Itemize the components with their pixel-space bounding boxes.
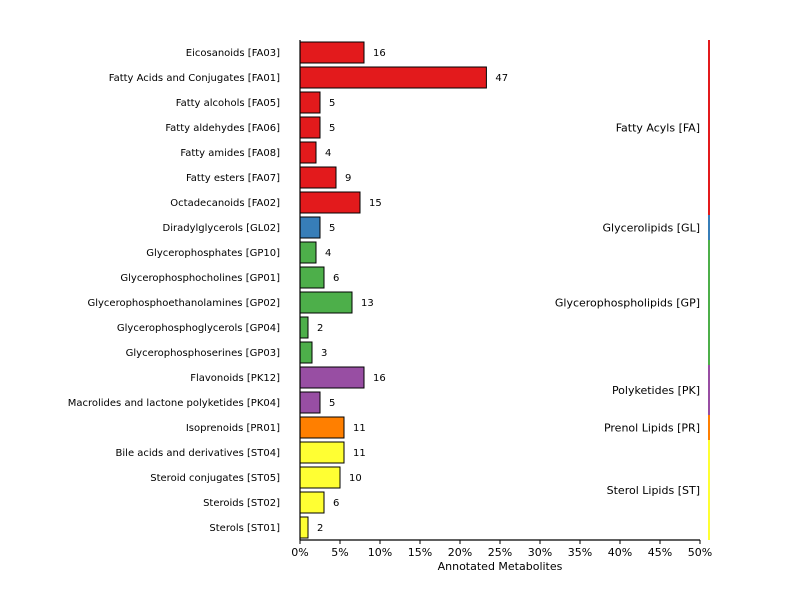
data-label: 5 [329,123,335,134]
data-label: 16 [373,48,386,59]
category-label: Fatty alcohols [FA05] [176,98,280,109]
bar [299,341,313,364]
data-label: 2 [317,523,323,534]
bars-layer [299,41,487,539]
group-brackets-layer: Fatty Acyls [FA] Glycerolipids [GL] Glycer… [555,40,710,540]
bar [299,391,321,414]
category-labels-layer: Eicosanoids [FA03] Fatty Acids and Conjug… [68,48,280,534]
group-label: Prenol Lipids [PR] [604,422,700,435]
category-label: Fatty aldehydes [FA06] [165,123,280,134]
data-label: 15 [369,198,382,209]
data-label: 6 [333,498,339,509]
group-label: Glycerolipids [GL] [602,222,700,235]
data-label: 4 [325,148,331,159]
category-label: Glycerophosphoserines [GP03] [126,348,280,359]
group-label: Polyketides [PK] [612,384,700,397]
data-label: 16 [373,373,386,384]
category-label: Fatty esters [FA07] [186,173,280,184]
category-label: Glycerophosphates [GP10] [146,248,280,259]
bar [299,41,365,64]
bar [299,116,321,139]
group-label: Fatty Acyls [FA] [616,122,700,135]
data-label: 3 [321,348,327,359]
group-label: Glycerophospholipids [GP] [555,297,700,310]
category-label: Glycerophosphoglycerols [GP04] [117,323,280,334]
data-label: 10 [349,473,362,484]
category-label: Fatty Acids and Conjugates [FA01] [109,73,280,84]
bar [299,466,341,489]
category-label: Octadecanoids [FA02] [170,198,280,209]
data-label: 5 [329,223,335,234]
data-label: 13 [361,298,374,309]
bar [299,216,321,239]
bar [299,266,325,289]
category-label: Diradylglycerols [GL02] [163,223,281,234]
category-label: Bile acids and derivatives [ST04] [116,448,281,459]
data-label: 47 [495,73,508,84]
bar [299,191,361,214]
data-label: 5 [329,98,335,109]
x-tick-label: 40% [608,546,632,559]
x-tick-label: 35% [568,546,592,559]
bar [299,416,345,439]
x-tick-label: 10% [368,546,392,559]
bar [299,91,321,114]
bar [299,316,309,339]
x-tick-label: 15% [408,546,432,559]
data-label: 11 [353,448,366,459]
bar [299,516,309,539]
data-label: 4 [325,248,331,259]
x-tick-label: 50% [688,546,712,559]
value-labels-layer: 16 47 5 5 4 9 15 5 4 6 13 2 3 16 5 11 11 10 6 2 [317,48,508,534]
data-label: 6 [333,273,339,284]
data-label: 11 [353,423,366,434]
category-label: Eicosanoids [FA03] [186,48,280,59]
category-label: Steroid conjugates [ST05] [150,473,280,484]
bar [299,291,353,314]
bar [299,241,317,264]
x-tick-label: 5% [331,546,348,559]
bar [299,166,337,189]
x-tick-label: 45% [648,546,672,559]
bar [299,66,487,89]
x-axis-title: Annotated Metabolites [438,560,563,573]
x-tick-label: 30% [528,546,552,559]
data-label: 9 [345,173,351,184]
category-label: Steroids [ST02] [203,498,280,509]
category-label: Isoprenoids [PR01] [186,423,280,434]
x-axis: 0% 5% 10% 15% 20% 25% 30% 35% 40% 45% 50% [291,40,712,559]
category-label: Flavonoids [PK12] [190,373,280,384]
category-label: Macrolides and lactone polyketides [PK04… [68,398,280,409]
data-label: 5 [329,398,335,409]
group-label: Sterol Lipids [ST] [607,484,700,497]
x-tick-label: 25% [488,546,512,559]
bar [299,141,317,164]
x-tick-label: 20% [448,546,472,559]
category-label: Glycerophosphocholines [GP01] [120,273,280,284]
data-label: 2 [317,323,323,334]
category-label: Glycerophosphoethanolamines [GP02] [87,298,280,309]
x-tick-label: 0% [291,546,308,559]
bar [299,491,325,514]
bar [299,366,365,389]
category-label: Sterols [ST01] [209,523,280,534]
category-label: Fatty amides [FA08] [180,148,280,159]
bar [299,441,345,464]
